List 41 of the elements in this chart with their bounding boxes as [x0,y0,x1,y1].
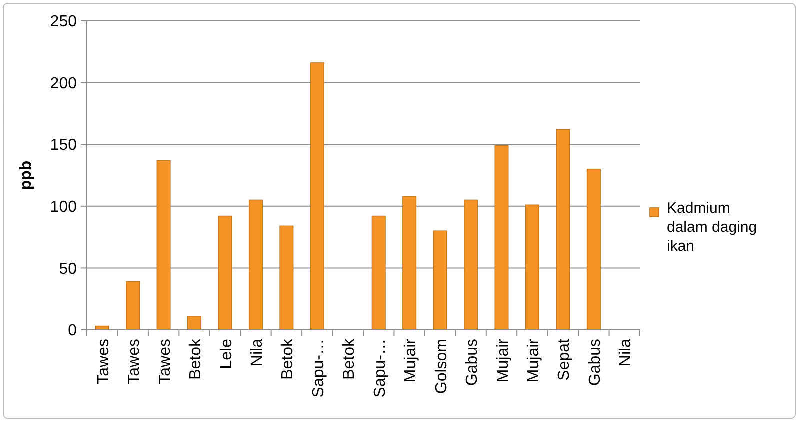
y-tick-label: 250 [50,14,78,31]
bar [433,230,448,330]
y-axis-title: ppb [18,160,35,190]
bar [126,281,140,330]
y-tick-label: 0 [68,322,78,340]
x-tick-label: Nila [618,338,635,367]
bar [556,129,570,330]
bar [280,226,294,330]
x-tick-label: Mujair [494,338,512,383]
y-tick-label: 200 [50,75,78,92]
x-tick-label: Mujair [402,338,420,383]
x-tick-label: Gabus [464,339,482,386]
bar [402,196,417,330]
x-tick-label: Lele [218,338,236,370]
y-tick-label: 50 [59,260,78,278]
x-tick-label: Betok [188,338,205,380]
y-tick-label: 150 [50,137,78,154]
x-tick-label: Gabus [586,339,604,386]
bar [525,204,540,330]
bar [494,145,509,330]
x-tick-label: Sapu-… [310,339,328,398]
bar [372,216,386,330]
bar [310,62,324,330]
legend-label: Kadmium dalam daging ikan [667,200,758,255]
bar [188,316,202,330]
x-tick-label: Mujair [525,338,542,383]
x-tick-label: Tawes [95,339,112,384]
x-tick-label: Golsom [433,339,450,394]
bar [464,200,478,330]
x-tick-label: Nila [248,338,266,367]
bar [156,160,171,330]
x-tick-label: Tawes [156,339,174,384]
bar [248,200,263,330]
x-tick-label: Tawes [126,339,144,384]
bar [586,168,601,330]
bar [218,216,232,330]
x-tick-label: Betok [341,338,358,380]
x-tick-label: Betok [280,338,297,380]
x-tick-label: Sapu-… [372,339,389,398]
x-tick-label: Sepat [556,338,574,381]
y-tick-label: 100 [50,199,78,216]
